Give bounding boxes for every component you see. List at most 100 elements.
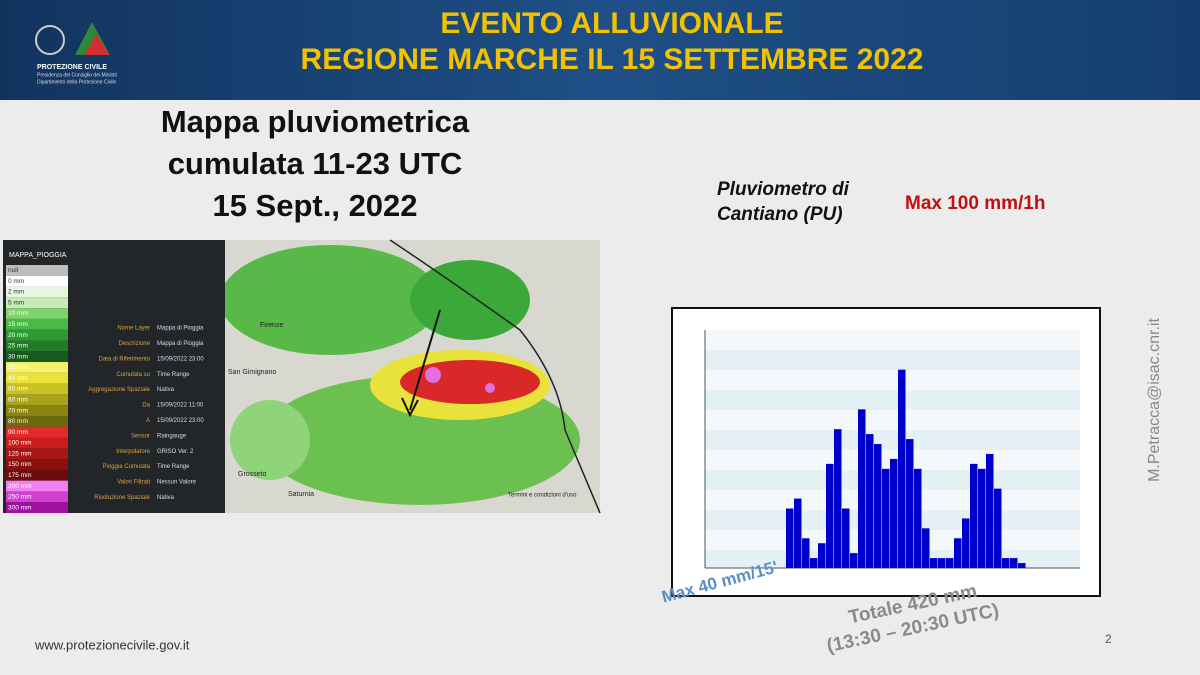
map-attribution: Termini e condizioni d'uso [508, 493, 577, 499]
bar [986, 453, 994, 568]
info-key: Aggregazione Spaziale [88, 387, 150, 393]
legend-swatch [6, 437, 68, 449]
rain-area [410, 260, 530, 340]
legend-label: 40 mm [8, 375, 28, 382]
legend-label: 10 mm [8, 310, 28, 317]
legend-swatch [6, 448, 68, 460]
bar [978, 468, 986, 568]
logo-mark [84, 34, 110, 55]
bar [1002, 558, 1010, 568]
bar [882, 468, 890, 568]
arrow-head [401, 397, 419, 418]
legend-swatch [6, 426, 68, 438]
legend-label: 175 mm [8, 472, 31, 479]
bar [914, 468, 922, 568]
info-key: Valori Filtrati [117, 480, 150, 486]
bar [970, 463, 978, 568]
logo-text: PROTEZIONE CIVILE [37, 64, 107, 71]
author-email: M.Petracca@isac.cnr.it [1146, 318, 1163, 482]
arrow [409, 309, 441, 411]
legend-swatch [6, 265, 68, 276]
info-value: Nativa [157, 495, 175, 501]
info-key: Da [142, 403, 150, 409]
info-value: Mappa di Pioggia [157, 326, 204, 332]
place-label: Saturnia [288, 491, 314, 498]
info-value: Time Range [157, 464, 190, 470]
bar [802, 538, 810, 568]
legend-label: 35 mm [8, 364, 28, 371]
legend-swatch [6, 318, 68, 330]
bar [842, 508, 850, 568]
place-label: Firenze [260, 322, 283, 329]
info-key: Risoluzione Spaziale [94, 495, 150, 501]
info-key: Data di Riferimento [99, 356, 151, 362]
bar [938, 558, 946, 568]
legend-label: 5 mm [8, 299, 24, 306]
bar [794, 498, 802, 568]
gauge-title: Cantiano (PU) [717, 204, 843, 225]
header-band [0, 0, 1200, 100]
bar [922, 528, 930, 568]
legend-swatch [6, 297, 68, 309]
rain-area [220, 245, 440, 355]
header-title: EVENTO ALLUVIONALE [440, 7, 783, 40]
header-title: REGIONE MARCHE IL 15 SETTEMBRE 2022 [301, 43, 924, 76]
bar [930, 558, 938, 568]
info-value: Nativa [157, 387, 175, 393]
info-value: GRISO Ver. 2 [157, 449, 194, 455]
place-label: San Gimignano [228, 369, 276, 376]
legend-label: 0 mm [8, 278, 24, 285]
max-hourly: Max 100 mm/1h [905, 193, 1045, 214]
coastline [389, 239, 601, 514]
emblem [35, 25, 65, 55]
legend-swatch [6, 351, 68, 363]
legend-swatch [6, 491, 68, 503]
info-value: Nessun Valore [157, 480, 197, 486]
legend-label: null [8, 267, 19, 274]
rain-peak [485, 383, 495, 393]
bar [898, 369, 906, 568]
bar [1010, 558, 1018, 568]
bar [994, 488, 1002, 568]
bar [874, 444, 882, 568]
info-value: Time Range [157, 372, 190, 378]
footer-url: www.protezionecivile.gov.it [34, 637, 190, 652]
legend-swatch [6, 275, 68, 287]
legend-swatch [6, 394, 68, 406]
legend-title: MAPPA_PIOGGIA [9, 252, 67, 259]
bar [826, 463, 834, 568]
info-key: Sensor [131, 433, 150, 439]
info-value: Mappa di Pioggia [157, 341, 204, 347]
legend-swatch [6, 502, 68, 513]
bar [850, 553, 858, 568]
legend-label: 200 mm [8, 483, 31, 490]
plot-band [705, 330, 1080, 350]
logo-subtext: Presidenza del Consiglio dei Ministri [37, 72, 117, 78]
legend-label: 15 mm [8, 321, 28, 328]
legend-label: 90 mm [8, 429, 28, 436]
legend-swatch [6, 405, 68, 416]
info-key: Nome Layer [117, 326, 150, 332]
bar [954, 538, 962, 568]
legend-swatch [6, 308, 68, 319]
legend-label: 25 mm [8, 343, 28, 350]
bar [962, 518, 970, 568]
bar [946, 558, 954, 568]
bar [906, 439, 914, 568]
bar [1018, 563, 1026, 568]
legend-label: 30 mm [8, 353, 28, 360]
place-label: Grosseto [238, 471, 267, 478]
bar [818, 543, 826, 568]
info-key: Descrizione [119, 341, 151, 347]
legend-swatch [6, 480, 68, 492]
info-value: 15/09/2022 23:00 [157, 418, 204, 424]
legend-swatch [6, 286, 68, 298]
legend-swatch [6, 459, 68, 470]
legend-label: 150 mm [8, 461, 31, 468]
legend-swatch [6, 372, 68, 384]
legend-label: 125 mm [8, 450, 31, 457]
legend-swatch [6, 383, 68, 395]
legend-swatch [6, 362, 68, 373]
